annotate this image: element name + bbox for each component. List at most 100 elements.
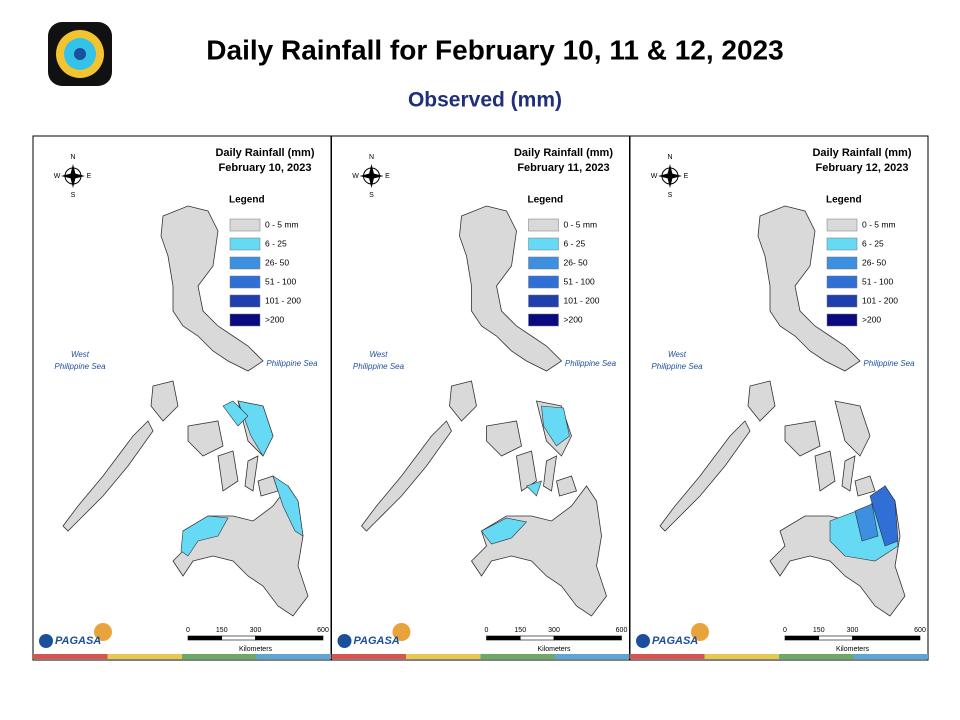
- sea-label: Philippine Sea: [863, 359, 915, 368]
- page-subtitle: Observed (mm): [408, 89, 562, 112]
- legend-swatch: [826, 218, 858, 232]
- scale-tick-label: 150: [514, 627, 526, 634]
- land: [187, 420, 224, 457]
- land: [834, 400, 871, 457]
- scale-segment: [187, 635, 223, 641]
- legend-label: 6 - 25: [265, 238, 287, 248]
- legend-label: 0 - 5 mm: [862, 219, 896, 229]
- land: [62, 420, 154, 532]
- legend-swatch: [229, 275, 261, 289]
- compass-s: S: [369, 192, 374, 199]
- sea-label: Philippine Sea: [565, 359, 617, 368]
- land: [160, 205, 264, 372]
- rain-area: [541, 405, 570, 447]
- legend-label: 26- 50: [265, 257, 289, 267]
- color-strip: [182, 654, 257, 659]
- color-strip: [256, 654, 331, 659]
- legend-label: >200: [564, 314, 583, 324]
- legend-label: 101 - 200: [265, 295, 301, 305]
- legend-label: 6 - 25: [564, 238, 586, 248]
- legend-swatch: [826, 275, 858, 289]
- scale-segment: [818, 635, 853, 641]
- legend-label: 101 - 200: [564, 295, 600, 305]
- legend-swatch: [229, 313, 261, 327]
- scale-unit: Kilometers: [836, 646, 870, 653]
- legend-swatch: [826, 256, 858, 270]
- logo-umbrella: [94, 623, 112, 641]
- legend-label: 51 - 100: [265, 276, 296, 286]
- sea-label: Philippine Sea: [651, 362, 703, 371]
- land: [784, 420, 821, 457]
- legend-label: 26- 50: [862, 257, 886, 267]
- legend-swatch: [528, 237, 559, 251]
- color-strip: [33, 654, 108, 659]
- logo-name: PAGASA: [55, 635, 101, 647]
- logo-mark: [337, 634, 352, 648]
- legend-label: 26- 50: [564, 257, 588, 267]
- color-strip: [555, 654, 630, 659]
- scale-segment: [255, 635, 324, 641]
- compass-e: E: [385, 173, 390, 180]
- scale-tick-label: 0: [186, 627, 190, 634]
- scale-unit: Kilometers: [239, 646, 273, 653]
- color-strip: [853, 654, 928, 659]
- scale-tick-label: 0: [485, 627, 489, 634]
- legend-title: Legend: [528, 195, 564, 206]
- rain-area: [272, 475, 304, 537]
- logo-umbrella: [392, 623, 411, 641]
- logo-name: PAGASA: [652, 635, 698, 647]
- land: [757, 205, 861, 372]
- compass-w: W: [651, 173, 658, 180]
- legend-swatch: [229, 218, 261, 232]
- legend-swatch: [528, 313, 559, 327]
- legend-label: 101 - 200: [862, 295, 898, 305]
- panel-title: Daily Rainfall (mm): [812, 147, 911, 159]
- compass-n: N: [667, 154, 672, 161]
- land: [217, 450, 239, 492]
- scale-segment: [519, 635, 555, 641]
- legend-swatch: [826, 294, 858, 308]
- compass-star: [61, 164, 85, 188]
- color-strip: [480, 654, 555, 659]
- sea-label: West: [369, 350, 388, 359]
- legend-label: 51 - 100: [564, 276, 595, 286]
- land: [854, 475, 876, 497]
- scale-tick-label: 0: [783, 627, 787, 634]
- land: [244, 455, 259, 492]
- land: [814, 450, 836, 492]
- scale-tick-label: 300: [847, 627, 859, 634]
- compass-e: E: [87, 173, 92, 180]
- legend-title: Legend: [229, 195, 265, 206]
- color-strip: [704, 654, 779, 659]
- legend-label: 6 - 25: [862, 238, 884, 248]
- rain-area: [869, 485, 899, 547]
- compass-w: W: [352, 173, 359, 180]
- scale-unit: Kilometers: [537, 646, 571, 653]
- logo-mark: [39, 634, 53, 648]
- color-strip: [406, 654, 481, 659]
- compass-star: [658, 164, 682, 188]
- scale-tick-label: 300: [250, 627, 262, 634]
- scale-tick-label: 600: [616, 627, 628, 634]
- compass-s: S: [71, 192, 76, 199]
- legend-label: >200: [265, 314, 284, 324]
- panel-date: February 11, 2023: [517, 162, 609, 174]
- compass-n: N: [369, 154, 374, 161]
- map-panel: N S E W Daily Rainfall (mm) February 12, 2023…: [629, 135, 929, 661]
- land: [747, 380, 776, 422]
- legend-label: 0 - 5 mm: [265, 219, 299, 229]
- legend-swatch: [229, 256, 261, 270]
- scale-tick-label: 600: [914, 627, 926, 634]
- logo-name: PAGASA: [354, 635, 400, 647]
- sea-label: West: [668, 350, 687, 359]
- land: [449, 380, 477, 422]
- page-title: Daily Rainfall for February 10, 11 & 12,…: [206, 34, 783, 65]
- land: [459, 205, 563, 372]
- land: [841, 455, 856, 492]
- scale-tick-label: 300: [548, 627, 560, 634]
- logo-umbrella: [691, 623, 709, 641]
- rain-area: [180, 515, 229, 557]
- rain-area: [525, 480, 542, 497]
- scale-segment: [784, 635, 820, 641]
